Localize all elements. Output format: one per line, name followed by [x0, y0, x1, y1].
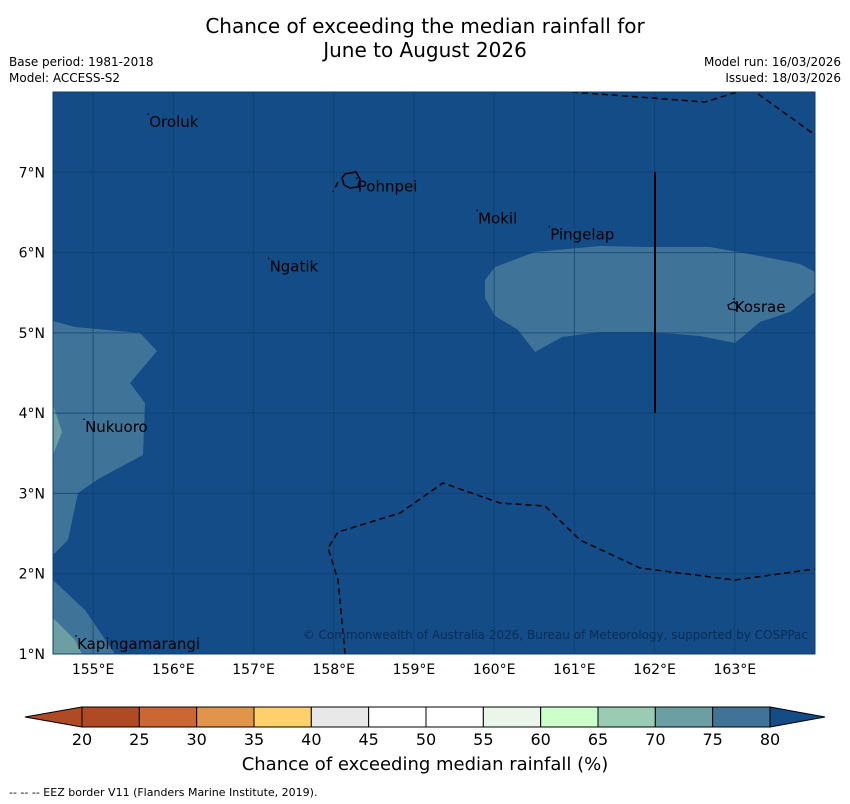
- colorbar-tick-label: 25: [129, 730, 149, 749]
- place-label: Kapingamarangi: [77, 635, 200, 653]
- colorbar-swatch: [368, 706, 427, 728]
- colorbar-swatches: [24, 706, 826, 728]
- issued-label: Issued: 18/03/2026: [725, 71, 841, 85]
- colorbar-extend-low: [24, 706, 83, 728]
- region-kosrae-band-70-75: [485, 246, 815, 352]
- map-frame: [52, 91, 816, 655]
- colorbar-extend-high: [769, 706, 826, 728]
- place-label: Mokil: [478, 209, 517, 227]
- region-west-70-75: [53, 321, 157, 555]
- lat-tick-label: 2°N: [19, 567, 45, 583]
- colorbar-tick-label: 60: [530, 730, 550, 749]
- map-background-75-80: [53, 92, 815, 654]
- lon-tick-label: 155°E: [72, 662, 115, 678]
- eez-borders: [327, 92, 815, 654]
- colorbar-swatch: [540, 706, 599, 728]
- rainfall-map: Oroluk Pohnpei Mokil Pingelap Ngatik Kosrae Nu…: [19, 91, 816, 678]
- colorbar-tick-label: 40: [301, 730, 321, 749]
- place-marker: [267, 257, 270, 260]
- colorbar-swatch: [425, 706, 484, 728]
- colorbar-tick-label: 45: [358, 730, 378, 749]
- place-label: Ngatik: [270, 258, 319, 276]
- place-marker: [75, 635, 77, 637]
- colorbar-swatch: [138, 706, 198, 728]
- eez-border-south: [327, 482, 815, 654]
- pohnpei-island-outline: [341, 171, 361, 189]
- latitude-ticks: 1°N 2°N 3°N 4°N 5°N 6°N 7°N: [19, 165, 45, 663]
- colorbar: 20 25 30 35 40 45 50 55 60 65 70 75 80: [24, 706, 826, 749]
- lon-tick-label: 162°E: [633, 662, 676, 678]
- lon-tick-label: 160°E: [473, 662, 516, 678]
- region-southwest-65-70: [53, 618, 82, 654]
- colorbar-ticks: 20 25 30 35 40 45 50 55 60 65 70 75 80: [72, 730, 780, 749]
- place-marker: [147, 113, 150, 115]
- place-labels: Oroluk Pohnpei Mokil Pingelap Ngatik Kosrae Nu…: [75, 113, 785, 653]
- lat-tick-label: 6°N: [19, 246, 45, 262]
- colorbar-swatch: [253, 706, 312, 728]
- colorbar-tick-label: 20: [72, 730, 92, 749]
- colorbar-tick-label: 30: [186, 730, 206, 749]
- place-marker: [548, 225, 551, 228]
- lat-tick-label: 7°N: [19, 165, 45, 181]
- place-marker: [83, 418, 85, 421]
- eez-border-short: [332, 181, 339, 193]
- place-label: Pohnpei: [358, 177, 418, 195]
- place-label: Oroluk: [149, 113, 198, 131]
- map-title-line-1: Chance of exceeding the median rainfall …: [205, 14, 645, 38]
- map-title-line-2: June to August 2026: [323, 38, 527, 62]
- colorbar-tick-label: 65: [588, 730, 608, 749]
- colorbar-swatch: [310, 706, 370, 728]
- lat-tick-label: 3°N: [19, 486, 45, 502]
- colorbar-tick-label: 75: [702, 730, 722, 749]
- place-label: Nukuoro: [85, 418, 148, 436]
- copyright-notice: © Commonwealth of Australia 2026, Bureau…: [303, 628, 808, 642]
- colorbar-tick-label: 70: [645, 730, 665, 749]
- lon-tick-label: 157°E: [232, 662, 275, 678]
- colorbar-swatch: [654, 706, 714, 728]
- place-marker: [476, 209, 478, 212]
- colorbar-tick-label: 55: [473, 730, 493, 749]
- place-marker: [732, 297, 735, 300]
- place-marker: [356, 177, 358, 180]
- lat-tick-label: 4°N: [19, 406, 45, 422]
- colorbar-tick-label: 80: [760, 730, 780, 749]
- place-label: Pingelap: [550, 226, 614, 244]
- place-label: Kosrae: [735, 298, 786, 316]
- longitude-ticks: 155°E 156°E 157°E 158°E 159°E 160°E 161°E 162°E…: [72, 662, 756, 678]
- model-run-label: Model run: 16/03/2026: [703, 55, 841, 69]
- lat-tick-label: 1°N: [19, 647, 45, 663]
- lon-tick-label: 161°E: [553, 662, 596, 678]
- lat-tick-label: 5°N: [19, 326, 45, 342]
- region-west-65-70: [53, 405, 62, 455]
- gridlines: [53, 92, 815, 654]
- base-period-label: Base period: 1981-2018: [9, 55, 154, 69]
- colorbar-swatch: [712, 706, 771, 728]
- colorbar-swatch: [597, 706, 656, 728]
- colorbar-swatch: [81, 706, 140, 728]
- colorbar-tick-label: 35: [244, 730, 264, 749]
- lon-tick-label: 163°E: [714, 662, 757, 678]
- kosrae-island-outline: [727, 301, 740, 311]
- colorbar-swatch: [196, 706, 255, 728]
- model-label: Model: ACCESS-S2: [9, 71, 121, 85]
- colorbar-tick-label: 50: [416, 730, 436, 749]
- lon-tick-label: 156°E: [152, 662, 195, 678]
- colorbar-label: Chance of exceeding median rainfall (%): [241, 754, 609, 775]
- lon-tick-label: 159°E: [393, 662, 436, 678]
- lon-tick-label: 158°E: [312, 662, 355, 678]
- eez-border-footnote: -- -- -- EEZ border V11 (Flanders Marine…: [9, 786, 318, 799]
- eez-border-north: [571, 92, 815, 136]
- colorbar-swatch: [482, 706, 542, 728]
